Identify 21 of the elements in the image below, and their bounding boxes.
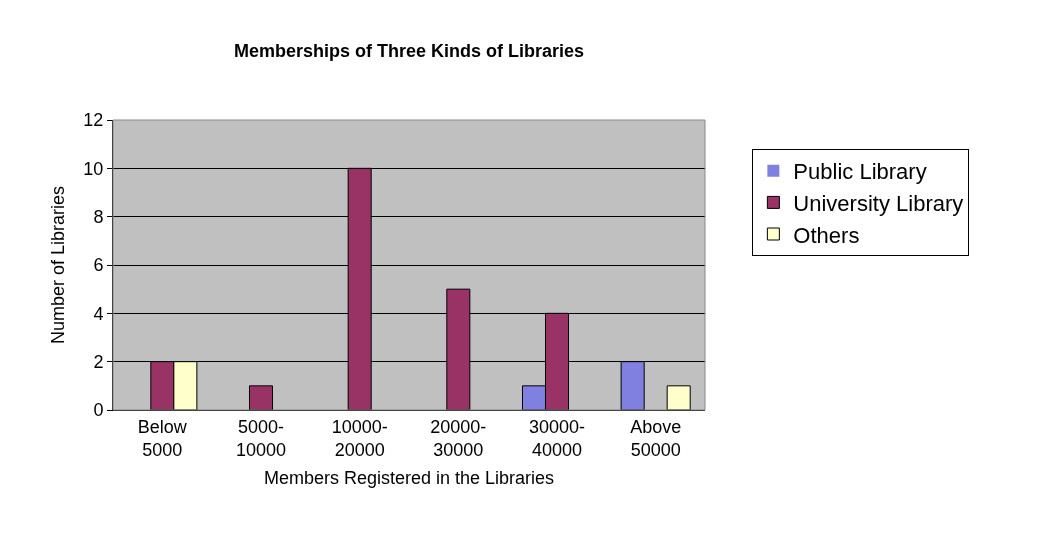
y-tick-label: 6 bbox=[93, 255, 104, 276]
legend-label: Public Library bbox=[793, 159, 927, 185]
x-tick-label: 30000-40000 bbox=[528, 416, 586, 460]
y-tick-label: 8 bbox=[93, 206, 104, 227]
chart-title: Memberships of Three Kinds of Libraries bbox=[233, 40, 585, 61]
y-axis-title: Number of Libraries bbox=[47, 185, 68, 345]
x-tick-label: 10000-20000 bbox=[331, 416, 388, 460]
x-tick-label: Above 50000 bbox=[630, 416, 682, 460]
legend-label: University Library bbox=[793, 190, 964, 216]
bar bbox=[666, 385, 691, 410]
y-tick-label: 2 bbox=[93, 351, 104, 372]
x-tick-label: 5000-10000 bbox=[235, 416, 287, 460]
y-tick-label: 0 bbox=[93, 400, 104, 421]
y-tick-label: 12 bbox=[83, 110, 104, 131]
legend-label: Others bbox=[793, 222, 860, 248]
y-tick-label: 4 bbox=[93, 303, 104, 324]
bar bbox=[248, 385, 274, 410]
x-tick-label: 20000-30000 bbox=[430, 416, 487, 460]
y-tick-label: 10 bbox=[83, 158, 104, 179]
x-axis-title: Members Registered in the Libraries bbox=[263, 468, 555, 489]
x-tick-label: Below 5000 bbox=[137, 416, 188, 460]
